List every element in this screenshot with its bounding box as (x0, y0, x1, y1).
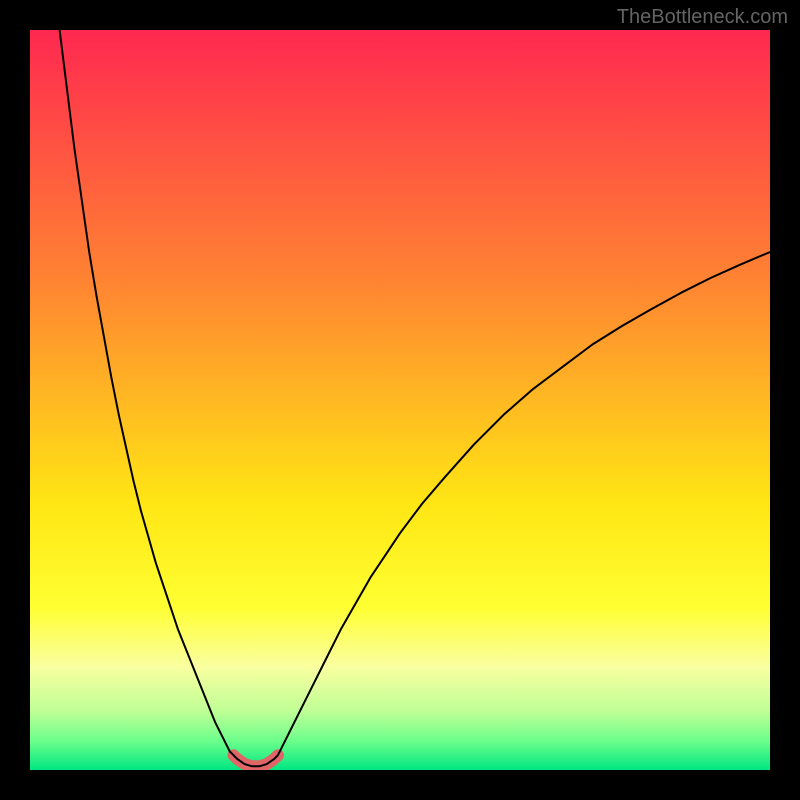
plot-area (30, 30, 770, 770)
plot-background (30, 30, 770, 770)
watermark-text: TheBottleneck.com (617, 6, 788, 29)
plot-svg (30, 30, 770, 770)
